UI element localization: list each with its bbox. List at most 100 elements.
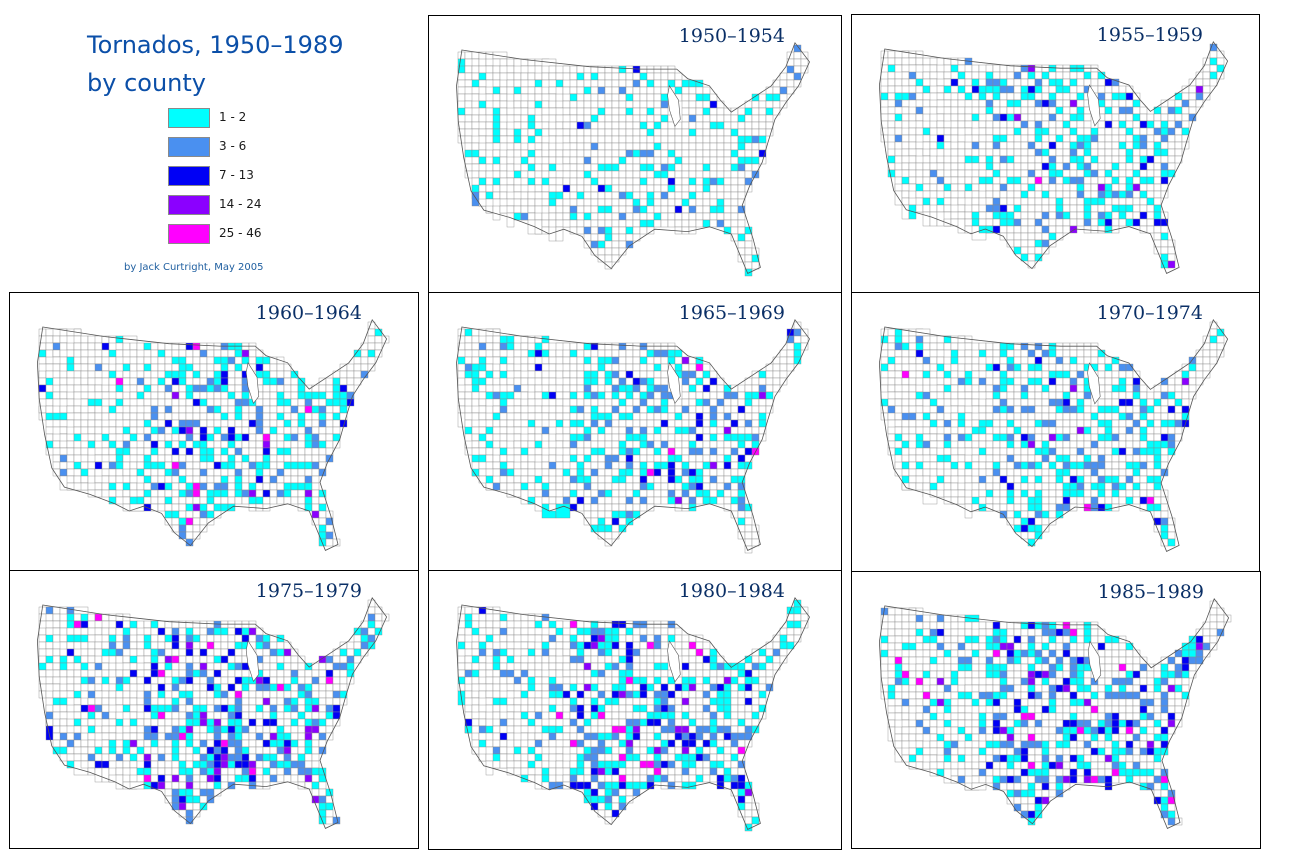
county-cell xyxy=(688,482,697,491)
county-cell xyxy=(1048,155,1057,164)
county-cell xyxy=(971,356,980,365)
county-cell xyxy=(730,135,739,144)
county-cell xyxy=(227,447,236,456)
county-cell xyxy=(1013,239,1022,248)
county-cell xyxy=(513,405,522,414)
county-cell xyxy=(751,391,760,400)
county-cell xyxy=(583,107,592,116)
county-cell xyxy=(702,205,711,214)
county-cell xyxy=(901,433,910,442)
county-cell xyxy=(220,433,229,442)
county-cell xyxy=(716,191,725,200)
county-cell xyxy=(1041,176,1050,185)
county-cell xyxy=(887,71,896,80)
county-cell xyxy=(374,328,383,337)
county-cell xyxy=(646,170,655,179)
county-cell xyxy=(999,169,1008,178)
county-cell xyxy=(101,342,110,351)
county-cell xyxy=(1069,377,1078,386)
county-cell xyxy=(499,412,508,421)
county-cell xyxy=(597,384,606,393)
county-cell xyxy=(562,384,571,393)
county-cell xyxy=(192,349,201,358)
county-cell xyxy=(772,86,781,95)
county-cell xyxy=(1027,398,1036,407)
county-cell xyxy=(1083,440,1092,449)
county-cell xyxy=(950,162,959,171)
county-cell xyxy=(520,440,529,449)
county-cell xyxy=(562,377,571,386)
county-cell xyxy=(992,454,1001,463)
county-cell xyxy=(751,405,760,414)
county-cell xyxy=(520,107,529,116)
county-cell xyxy=(332,391,341,400)
county-cell xyxy=(1097,183,1106,192)
county-cell xyxy=(583,114,592,123)
county-cell xyxy=(1097,475,1106,484)
county-cell xyxy=(653,107,662,116)
county-cell xyxy=(667,79,676,88)
county-cell xyxy=(1097,204,1106,213)
county-cell xyxy=(730,412,739,421)
county-cell xyxy=(590,426,599,435)
county-cell xyxy=(1055,127,1064,136)
county-cell xyxy=(646,377,655,386)
county-cell xyxy=(695,128,704,137)
county-cell xyxy=(978,482,987,491)
county-cell xyxy=(192,419,201,428)
county-cell xyxy=(1055,398,1064,407)
county-cell xyxy=(922,176,931,185)
county-cell xyxy=(660,170,669,179)
county-cell xyxy=(527,440,536,449)
county-cell xyxy=(1111,475,1120,484)
county-cell xyxy=(304,482,313,491)
county-cell xyxy=(604,219,613,228)
county-cell xyxy=(1027,363,1036,372)
county-cell xyxy=(283,440,292,449)
county-cell xyxy=(464,363,473,372)
county-cell xyxy=(1027,106,1036,115)
county-cell xyxy=(290,482,299,491)
county-cell xyxy=(922,426,931,435)
county-cell xyxy=(227,489,236,498)
county-cell xyxy=(506,142,515,151)
county-cell xyxy=(1125,190,1134,199)
county-cell xyxy=(206,398,215,407)
county-cell xyxy=(255,405,264,414)
county-cell xyxy=(992,482,1001,491)
county-cell xyxy=(1104,99,1113,108)
county-cell xyxy=(1006,148,1015,157)
county-cell xyxy=(1027,169,1036,178)
county-cell xyxy=(122,475,131,484)
county-cell xyxy=(1104,440,1113,449)
county-cell xyxy=(597,114,606,123)
county-cell xyxy=(660,468,669,477)
county-cell xyxy=(136,426,145,435)
county-cell xyxy=(269,363,278,372)
county-cell xyxy=(1202,349,1211,358)
county-cell xyxy=(978,127,987,136)
county-cell xyxy=(639,128,648,137)
county-cell xyxy=(915,169,924,178)
county-cell xyxy=(234,454,243,463)
county-cell xyxy=(716,377,725,386)
county-cell xyxy=(604,114,613,123)
county-cell xyxy=(681,461,690,470)
county-cell xyxy=(646,86,655,95)
county-cell xyxy=(1216,335,1225,344)
county-cell xyxy=(985,127,994,136)
county-cell xyxy=(1041,64,1050,73)
county-cell xyxy=(1076,176,1085,185)
county-cell xyxy=(1034,183,1043,192)
county-cell xyxy=(178,377,187,386)
county-cell xyxy=(1055,454,1064,463)
county-cell xyxy=(513,433,522,442)
county-cell xyxy=(999,78,1008,87)
county-cell xyxy=(702,447,711,456)
county-cell xyxy=(625,447,634,456)
county-cell xyxy=(1146,120,1155,129)
county-cell xyxy=(150,454,159,463)
county-cell xyxy=(1055,496,1064,505)
county-cell xyxy=(276,377,285,386)
county-cell xyxy=(534,177,543,186)
